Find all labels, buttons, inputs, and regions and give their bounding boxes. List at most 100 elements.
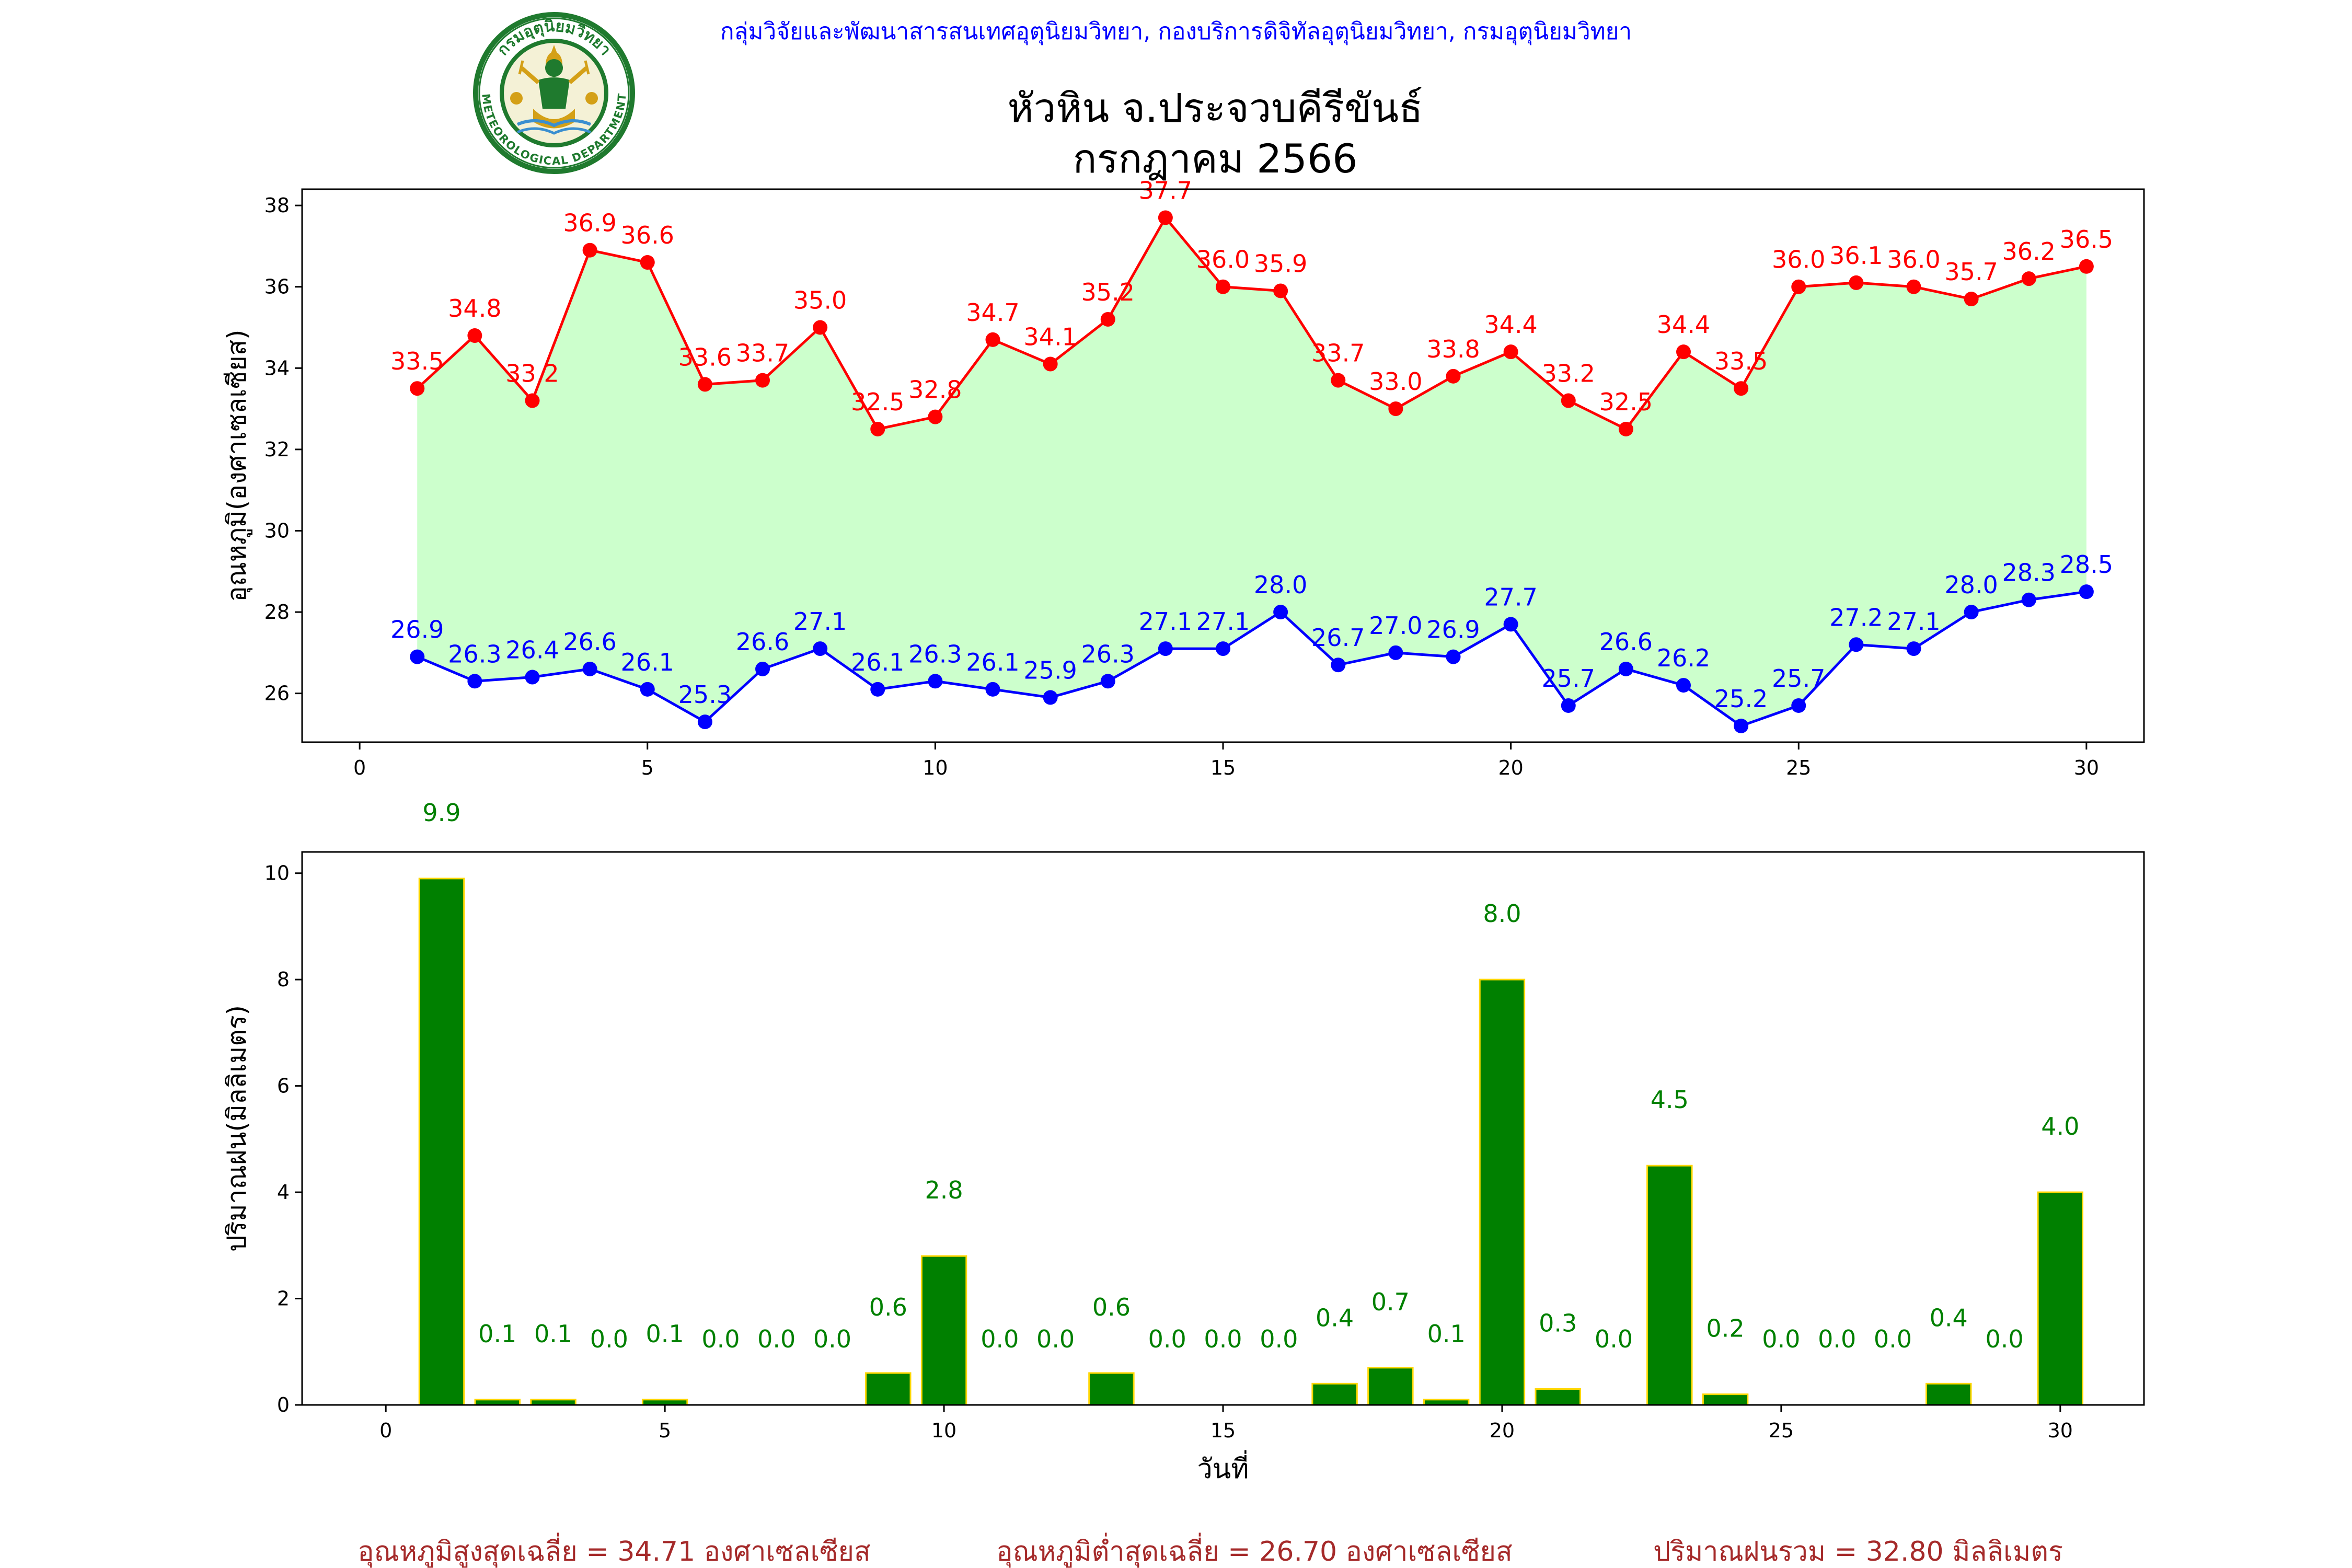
rain-value-label: 0.4	[1316, 1304, 1354, 1332]
temp-y-tick-label: 36	[264, 275, 290, 298]
max-temp-point	[1791, 279, 1806, 294]
temp-y-tick-label: 38	[264, 194, 290, 217]
min-temp-value-label: 26.6	[563, 628, 616, 656]
temp-y-axis-label: อุณหภูมิ(องศาเซลเซียส)	[222, 329, 252, 602]
min-temp-point	[1964, 605, 1979, 620]
temp-y-tick-label: 28	[264, 601, 290, 624]
rain-value-label: 4.5	[1651, 1086, 1689, 1114]
min-temp-value-label: 28.3	[2002, 559, 2056, 587]
min-temp-value-label: 26.6	[736, 628, 789, 656]
rain-x-tick-label: 5	[659, 1419, 671, 1442]
min-temp-point	[2021, 592, 2036, 607]
max-temp-value-label: 36.0	[1772, 246, 1825, 274]
max-temp-point	[1906, 279, 1921, 294]
max-temp-point	[1388, 401, 1403, 417]
rain-x-tick-label: 20	[1490, 1419, 1515, 1442]
min-temp-value-label: 26.9	[1426, 616, 1480, 644]
max-temp-value-label: 34.8	[448, 294, 501, 322]
temp-fill-layer	[417, 217, 2086, 726]
temp-x-tick-label: 20	[1498, 756, 1523, 779]
rain-value-label: 0.6	[1092, 1293, 1131, 1321]
rain-value-label: 0.0	[1204, 1325, 1242, 1353]
max-temp-point	[1734, 381, 1749, 396]
min-temp-point	[1561, 698, 1576, 713]
max-temp-value-label: 35.0	[793, 286, 847, 315]
rain-bar	[1646, 1165, 1693, 1406]
rain-value-label: 0.0	[757, 1325, 795, 1353]
max-temp-value-label: 33.0	[1369, 367, 1422, 396]
rain-bar	[865, 1372, 912, 1406]
max-temp-value-label: 33.6	[678, 343, 732, 371]
footer-avg-min: อุณหภูมิต่ำสุดเฉลี่ย = 26.70 องศาเซลเซีย…	[996, 1532, 1512, 1568]
max-temp-value-label: 36.5	[2060, 225, 2113, 253]
max-temp-value-label: 33.5	[1714, 347, 1768, 375]
max-temp-point	[1503, 344, 1518, 360]
min-temp-point	[697, 714, 712, 730]
rain-x-tick-label: 10	[931, 1419, 956, 1442]
max-temp-point	[870, 421, 885, 436]
rain-plot-frame	[301, 851, 2145, 1406]
rain-value-label: 0.0	[981, 1325, 1019, 1353]
min-temp-value-label: 26.2	[1657, 644, 1710, 672]
max-temp-point	[1331, 373, 1346, 388]
max-temp-point	[2021, 271, 2036, 286]
max-temp-point	[1216, 279, 1230, 294]
max-temp-value-label: 35.2	[1081, 278, 1135, 306]
max-temp-point	[582, 243, 597, 258]
max-temp-value-label: 36.0	[1196, 246, 1250, 274]
max-temp-value-label: 37.7	[1139, 176, 1192, 204]
rain-value-label: 0.0	[813, 1325, 851, 1353]
rain-y-axis: 0 2 4 6 8 10	[264, 862, 302, 1416]
rain-value-label: 0.6	[869, 1293, 907, 1321]
rain-bar	[1535, 1388, 1581, 1406]
max-temp-value-label: 35.7	[1944, 258, 1998, 286]
temperature-chart: 33.534.833.236.9 36.633.6 33.735.032.5 32.8…	[222, 176, 2145, 779]
rain-value-label: 0.0	[1148, 1325, 1186, 1353]
max-temp-line	[416, 215, 2087, 431]
max-temp-value-label: 36.1	[1829, 241, 1883, 270]
rain-bar	[2037, 1191, 2084, 1406]
min-temp-value-label: 27.2	[1829, 603, 1883, 631]
max-temp-value-label: 34.1	[1023, 323, 1077, 351]
rain-value-label: 0.0	[1874, 1325, 1912, 1353]
rain-x-tick-label: 25	[1769, 1419, 1794, 1442]
rain-value-label: 9.9	[422, 799, 460, 827]
max-temp-point	[1561, 393, 1576, 408]
max-temp-series: 33.534.833.236.9 36.633.6 33.735.032.5 32.8…	[390, 176, 2113, 436]
rain-value-labels: 9.9 0.1 0.1 0.0 0.1 0.0 0.0 0.0 0.6 2.8 0.0 0.0 0.6 0…	[422, 799, 2079, 1353]
min-temp-point	[525, 670, 540, 685]
max-temp-value-label: 34.4	[1484, 310, 1537, 339]
rain-value-label: 0.0	[1260, 1325, 1298, 1353]
max-temp-value-label: 34.4	[1657, 310, 1710, 339]
max-temp-point	[1043, 356, 1058, 372]
rain-value-label: 8.0	[1483, 900, 1521, 928]
department-logo: กรมอุตุนิยมวิทยา METEOROLOGICAL DEPARTME…	[473, 12, 635, 174]
rain-bar	[474, 1399, 521, 1406]
min-temp-point	[1273, 605, 1288, 620]
chart-title-line2: กรกฎาคม 2566	[1073, 135, 1357, 182]
rain-value-label: 0.0	[1985, 1325, 2023, 1353]
max-temp-point	[467, 328, 482, 343]
rain-value-label: 0.1	[1427, 1320, 1466, 1348]
temp-fill-between	[417, 217, 2086, 726]
footer-avg-max: อุณหภูมิสูงสุดเฉลี่ย = 34.71 องศาเซลเซีย…	[358, 1532, 871, 1568]
max-temp-value-label: 33.5	[390, 347, 444, 375]
min-temp-point	[1388, 645, 1403, 660]
temp-y-tick-label: 32	[264, 438, 290, 461]
rain-y-tick-label: 0	[277, 1393, 290, 1416]
rain-bar	[920, 1255, 967, 1406]
rain-value-label: 0.1	[478, 1320, 516, 1348]
rain-y-tick-label: 6	[277, 1075, 290, 1098]
min-temp-point	[870, 682, 885, 697]
rain-value-label: 0.3	[1539, 1309, 1577, 1337]
max-temp-value-label: 36.6	[621, 221, 674, 249]
rain-value-label: 0.0	[1036, 1325, 1075, 1353]
rain-value-label: 0.0	[1762, 1325, 1800, 1353]
max-temp-point	[755, 373, 770, 388]
min-temp-point	[582, 661, 597, 676]
min-temp-value-label: 26.3	[908, 640, 962, 668]
min-temp-value-label: 27.1	[1887, 607, 1940, 636]
max-temp-point	[1964, 292, 1979, 307]
min-temp-value-label: 26.6	[1599, 628, 1653, 656]
